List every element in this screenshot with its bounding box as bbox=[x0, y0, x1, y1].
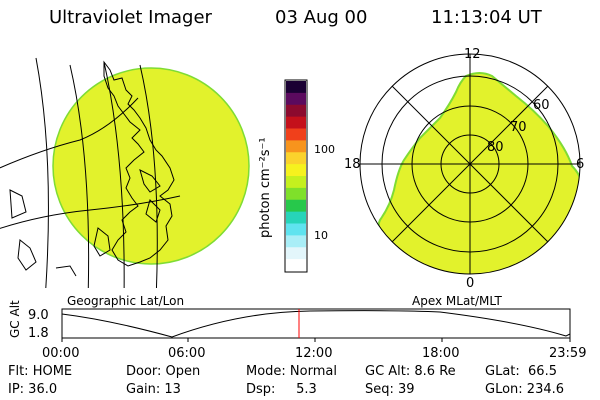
timeline-x-0000: 00:00 bbox=[42, 346, 80, 361]
mlt-label-18: 18 bbox=[344, 157, 361, 172]
colorbar-swatch bbox=[286, 128, 306, 141]
polar-spokes bbox=[360, 54, 580, 274]
timeline-ticks bbox=[61, 338, 571, 342]
instrument-title: Ultraviolet Imager bbox=[49, 7, 212, 28]
right-panel-label: Apex MLat/MLT bbox=[412, 294, 502, 308]
timeline-x-1200: 12:00 bbox=[295, 346, 333, 361]
timeline-x-2359: 23:59 bbox=[549, 346, 587, 361]
mlat-label-70: 70 bbox=[510, 120, 527, 135]
colorbar-tick-10: 10 bbox=[314, 229, 328, 242]
colorbar-swatch bbox=[286, 223, 306, 236]
colorbar-frame bbox=[284, 79, 308, 273]
status-gain: Gain: 13 bbox=[126, 382, 181, 397]
mlat-label-60: 60 bbox=[533, 98, 550, 113]
colorbar-swatch bbox=[286, 104, 306, 118]
altitude-timeline bbox=[61, 308, 571, 342]
polar-plot bbox=[359, 53, 581, 275]
colorbar-swatch bbox=[286, 187, 306, 201]
mlt-label-0: 0 bbox=[466, 276, 475, 291]
timeline-y-max: 9.0 bbox=[28, 308, 49, 323]
colorbar-swatch bbox=[286, 81, 306, 94]
left-panel-label: Geographic Lat/Lon bbox=[67, 294, 185, 308]
colorbar-swatch bbox=[286, 247, 306, 260]
status-flight: Flt: HOME bbox=[8, 364, 73, 379]
aurora-disk bbox=[52, 67, 250, 265]
status-gc-alt: GC Alt: 8.6 Re bbox=[365, 364, 456, 379]
colorbar-swatch bbox=[286, 152, 306, 165]
status-mode: Mode: Normal bbox=[246, 364, 337, 379]
timeline-y-min: 1.8 bbox=[28, 326, 49, 341]
colorbar-swatch bbox=[286, 199, 306, 213]
geographic-image-panel bbox=[0, 57, 250, 288]
colorbar-swatch bbox=[286, 176, 306, 189]
status-dsp: Dsp: 5.3 bbox=[246, 382, 317, 397]
time-label: 11:13:04 UT bbox=[431, 7, 542, 28]
status-ip: IP: 36.0 bbox=[8, 382, 58, 397]
status-glat: GLat: 66.5 bbox=[485, 364, 557, 379]
colorbar-swatch bbox=[286, 235, 306, 248]
status-glon: GLon: 234.6 bbox=[485, 382, 565, 397]
timeline-x-1800: 18:00 bbox=[422, 346, 460, 361]
geographic-grid bbox=[0, 57, 181, 288]
colorbar-swatch bbox=[286, 116, 306, 130]
mlat-label-80: 80 bbox=[487, 140, 504, 155]
date-label: 03 Aug 00 bbox=[275, 7, 368, 28]
timeline-x-0600: 06:00 bbox=[168, 346, 206, 361]
coastline bbox=[103, 60, 175, 267]
colorbar-swatch bbox=[286, 211, 306, 225]
colorbar-swatch bbox=[286, 140, 306, 153]
colorbar-swatch bbox=[286, 259, 306, 272]
status-seq: Seq: 39 bbox=[365, 382, 415, 397]
colorbar-tick-100: 100 bbox=[314, 143, 335, 156]
mlt-label-12: 12 bbox=[464, 47, 481, 62]
mlt-label-6: 6 bbox=[576, 157, 585, 172]
colorbar-unit-label: photon cm⁻²s⁻¹ bbox=[258, 137, 273, 238]
colorbar-swatch bbox=[286, 164, 306, 177]
status-door: Door: Open bbox=[126, 364, 201, 379]
altitude-curve bbox=[61, 310, 571, 338]
timeline-frame bbox=[61, 308, 571, 339]
timeline-axis-label: GC Alt bbox=[8, 300, 22, 338]
colorbar-swatch bbox=[286, 92, 306, 106]
colorbar bbox=[284, 79, 308, 273]
